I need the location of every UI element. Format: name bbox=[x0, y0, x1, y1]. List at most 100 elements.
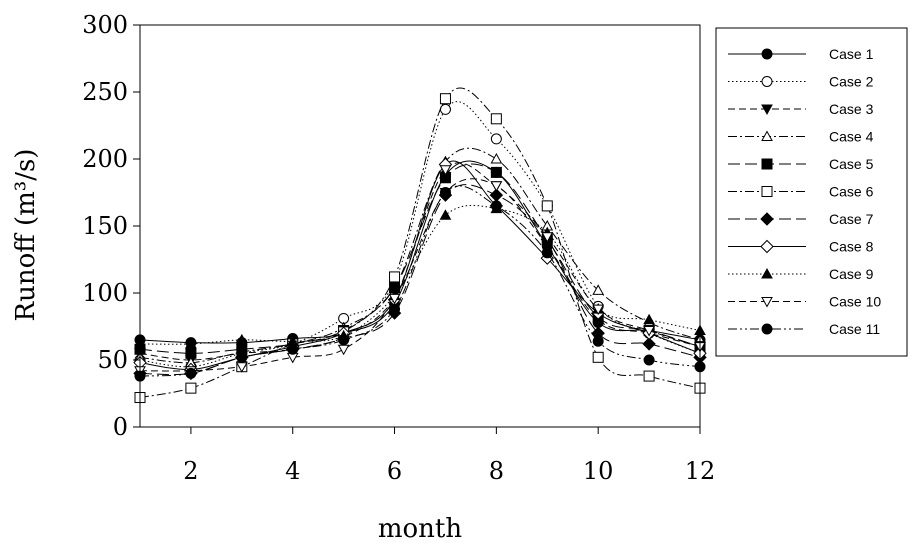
x-tick-label: 8 bbox=[489, 457, 504, 485]
legend-entry: Case 3 bbox=[728, 101, 874, 117]
data-point bbox=[541, 232, 554, 243]
data-point bbox=[236, 351, 248, 363]
plot-area bbox=[133, 87, 707, 404]
data-point bbox=[490, 200, 502, 212]
data-point bbox=[643, 354, 655, 366]
legend-entry: Case 7 bbox=[728, 211, 874, 227]
legend-label: Case 3 bbox=[829, 101, 874, 117]
data-point bbox=[439, 93, 451, 105]
legend-marker bbox=[761, 297, 773, 308]
data-point bbox=[643, 313, 655, 325]
legend-entry: Case 4 bbox=[728, 129, 874, 145]
data-point bbox=[439, 165, 452, 176]
y-tick-label: 200 bbox=[82, 145, 128, 173]
legend-marker bbox=[760, 239, 774, 254]
series-6 bbox=[134, 87, 706, 404]
series-5 bbox=[134, 163, 706, 359]
y-tick-label: 100 bbox=[82, 279, 128, 307]
legend-label: Case 1 bbox=[829, 46, 874, 62]
legend-entry: Case 8 bbox=[728, 239, 874, 255]
series-line bbox=[139, 185, 701, 377]
series-line bbox=[139, 184, 701, 376]
x-tick-label: 12 bbox=[685, 457, 716, 485]
data-point bbox=[592, 335, 604, 347]
data-point bbox=[490, 152, 503, 164]
series-line bbox=[139, 178, 701, 361]
y-tick-label: 150 bbox=[82, 212, 128, 240]
legend-entry: Case 11 bbox=[728, 321, 880, 337]
legend-marker bbox=[761, 158, 773, 170]
x-tick-label: 4 bbox=[285, 457, 300, 485]
series-9 bbox=[134, 202, 706, 349]
legend-label: Case 4 bbox=[829, 129, 874, 145]
data-point bbox=[490, 181, 503, 192]
legend-marker bbox=[761, 130, 773, 141]
data-point bbox=[643, 326, 655, 337]
data-point bbox=[389, 303, 401, 315]
y-tick-label: 0 bbox=[113, 413, 128, 441]
x-tick-label: 10 bbox=[583, 457, 614, 485]
legend-marker bbox=[761, 267, 773, 279]
series-11 bbox=[134, 185, 706, 382]
x-tick-label: 2 bbox=[183, 457, 198, 485]
legend-marker bbox=[761, 323, 773, 335]
x-axis-title: month bbox=[378, 514, 463, 544]
data-point bbox=[439, 209, 452, 220]
data-point bbox=[490, 133, 502, 145]
data-point bbox=[185, 347, 197, 359]
legend: Case 1 Case 2 Case 3 Case 4 Case 5 Case 6 Case… bbox=[715, 27, 908, 357]
data-point bbox=[541, 247, 553, 259]
data-point bbox=[287, 343, 299, 355]
data-point bbox=[642, 337, 656, 351]
data-point bbox=[439, 103, 451, 115]
legend-label: Case 9 bbox=[829, 266, 874, 282]
data-point bbox=[490, 113, 502, 125]
legend-label: Case 5 bbox=[829, 156, 874, 172]
data-point bbox=[235, 333, 248, 345]
legend-entry: Case 2 bbox=[728, 74, 874, 90]
data-point bbox=[185, 367, 197, 379]
legend-marker bbox=[760, 212, 774, 226]
legend-entry: Case 9 bbox=[728, 266, 874, 282]
y-tick-label: 50 bbox=[97, 346, 128, 374]
data-point bbox=[185, 337, 197, 349]
data-point bbox=[439, 187, 451, 198]
legend-label: Case 7 bbox=[829, 211, 874, 227]
series-line bbox=[139, 101, 701, 368]
series-7 bbox=[133, 184, 707, 381]
data-point bbox=[643, 370, 655, 382]
axes: 0 50 100 150 200 250 300 2 4 6 8 10 12 bbox=[82, 11, 715, 485]
legend-entry: Case 10 bbox=[728, 294, 881, 310]
data-point bbox=[338, 334, 350, 346]
x-tick-label: 6 bbox=[387, 457, 402, 485]
legend-label: Case 11 bbox=[829, 321, 880, 337]
data-point bbox=[337, 344, 350, 356]
legend-label: Case 8 bbox=[829, 239, 874, 255]
legend-label: Case 6 bbox=[829, 184, 874, 200]
legend-label: Case 10 bbox=[829, 294, 881, 310]
data-point bbox=[592, 351, 604, 363]
legend-entry: Case 5 bbox=[728, 156, 874, 172]
y-tick-label: 300 bbox=[82, 11, 128, 39]
y-axis-title: Runoff (m³/s) bbox=[11, 149, 41, 322]
legend-marker bbox=[761, 76, 773, 87]
legend-marker bbox=[761, 186, 773, 197]
data-point bbox=[592, 284, 605, 295]
legend-label: Case 2 bbox=[829, 74, 874, 90]
legend-marker bbox=[761, 48, 773, 60]
series-line bbox=[139, 162, 701, 372]
series-line bbox=[139, 163, 701, 354]
data-point bbox=[389, 271, 401, 283]
series-3 bbox=[134, 178, 706, 367]
legend-marker bbox=[761, 104, 773, 116]
legend-entry: Case 1 bbox=[728, 46, 874, 62]
data-point bbox=[541, 200, 553, 212]
data-point bbox=[388, 293, 401, 305]
data-point bbox=[185, 382, 197, 394]
data-point bbox=[490, 166, 502, 178]
legend-entry: Case 6 bbox=[728, 184, 874, 200]
series-1 bbox=[134, 160, 706, 349]
data-point bbox=[592, 304, 605, 316]
y-tick-label: 250 bbox=[82, 78, 128, 106]
